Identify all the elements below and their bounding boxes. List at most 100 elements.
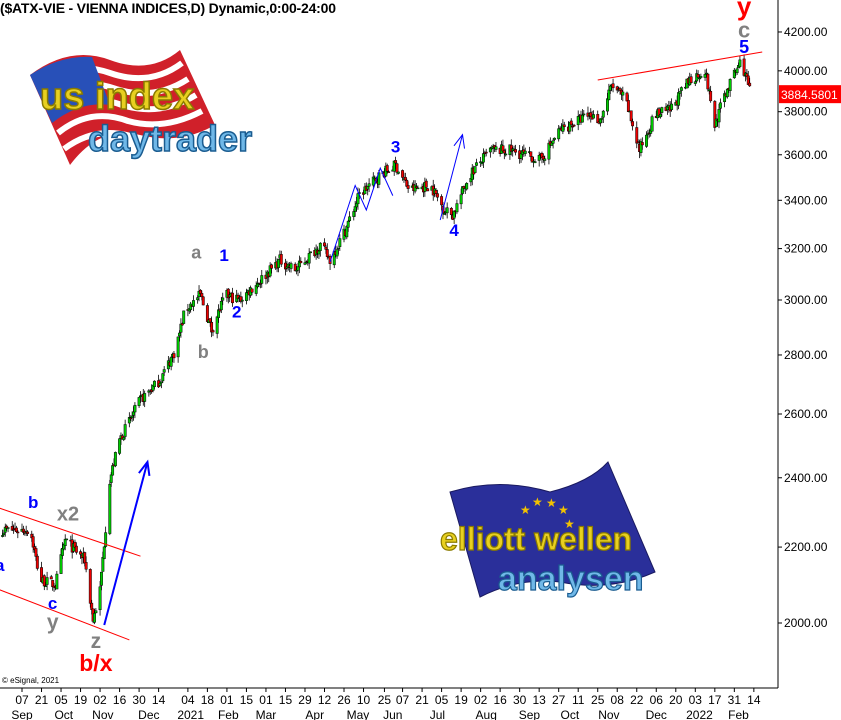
candle [537, 154, 541, 161]
candle [59, 554, 63, 574]
candle [395, 163, 399, 173]
candle [104, 532, 108, 547]
candle [201, 296, 205, 306]
candle [403, 176, 407, 181]
x-day-label: 14 [152, 693, 166, 707]
candle [211, 330, 215, 333]
candle [670, 103, 674, 110]
candle [93, 613, 96, 623]
wave-label: 2 [232, 302, 241, 321]
x-day-label: 01 [220, 693, 234, 707]
last-price-box [779, 85, 841, 104]
x-month-label: Feb [218, 708, 239, 720]
candle [557, 128, 561, 140]
candle [679, 87, 683, 91]
candle [416, 187, 420, 190]
candle [345, 226, 349, 238]
candle [735, 68, 739, 74]
candle [122, 437, 126, 440]
candle [440, 196, 444, 206]
candle [481, 153, 485, 163]
candle [696, 74, 700, 78]
svg-text:★: ★ [546, 496, 557, 510]
x-month-label: 2022 [686, 708, 713, 720]
last-price-label: 3884.5801 [781, 88, 838, 102]
candle [660, 107, 664, 113]
candle [607, 89, 611, 101]
candle [426, 188, 430, 192]
candle [659, 113, 662, 118]
candle [172, 353, 176, 359]
candle [543, 158, 547, 161]
candle [626, 100, 630, 113]
y-tick-label: 3400.00 [784, 193, 828, 207]
candle [703, 74, 707, 78]
candle [435, 193, 439, 198]
candle [547, 142, 551, 160]
candle [385, 165, 389, 172]
candle [707, 89, 711, 92]
candle [424, 180, 428, 188]
x-day-label: 07 [396, 693, 410, 707]
y-tick-label: 4200.00 [784, 25, 828, 39]
wave-label: y [737, 0, 752, 21]
candle [42, 575, 46, 587]
x-month-label: Oct [561, 708, 580, 720]
candle [502, 150, 506, 154]
x-month-label: May [347, 708, 370, 720]
arrows [103, 133, 466, 626]
candle [504, 153, 508, 156]
x-day-label: 11 [572, 693, 585, 707]
candle [297, 260, 301, 268]
y-tick-label: 2800.00 [784, 348, 828, 362]
logo-line1: elliott wellen [440, 521, 632, 557]
x-day-label: 30 [513, 693, 527, 707]
x-day-label: 17 [708, 693, 722, 707]
x-day-label: 14 [747, 693, 761, 707]
svg-text:★: ★ [520, 503, 531, 517]
candle [100, 571, 103, 586]
candle [83, 552, 87, 564]
y-tick-label: 3000.00 [784, 293, 828, 307]
candle [474, 162, 478, 166]
candle [631, 121, 635, 127]
y-tick-label: 3600.00 [784, 148, 828, 162]
candle [94, 610, 98, 614]
x-day-label: 03 [689, 693, 703, 707]
x-month-label: Jul [430, 708, 445, 720]
y-tick-label: 2400.00 [784, 471, 828, 485]
candle [55, 573, 59, 590]
candle [449, 208, 453, 216]
axes [0, 0, 779, 689]
x-day-label: 25 [591, 693, 605, 707]
candle [129, 417, 133, 420]
candle [240, 299, 244, 302]
candle [728, 79, 732, 91]
y-tick-label: 2600.00 [784, 407, 828, 421]
wave-label: b [198, 342, 209, 362]
candle [635, 127, 639, 144]
logo-line2: daytrader [88, 118, 252, 159]
x-month-label: Oct [54, 708, 73, 720]
candle [161, 373, 165, 382]
candle [551, 140, 555, 144]
candle [367, 183, 371, 187]
candle [143, 393, 147, 402]
x-month-label: Feb [728, 708, 749, 720]
candle [452, 210, 456, 219]
y-tick-label: 2200.00 [784, 540, 828, 554]
wave-label: 4 [449, 221, 459, 240]
candle [717, 109, 721, 123]
arrow-head [138, 459, 151, 476]
candle [387, 171, 391, 173]
candle [270, 264, 273, 269]
candle [208, 318, 212, 323]
candle [221, 297, 225, 301]
x-day-label: 01 [259, 693, 273, 707]
x-month-label: 2021 [177, 708, 204, 720]
candle [250, 288, 254, 293]
candle [79, 551, 82, 555]
candle [219, 301, 223, 311]
wave-label: 3 [391, 138, 400, 157]
x-day-label: 20 [669, 693, 683, 707]
